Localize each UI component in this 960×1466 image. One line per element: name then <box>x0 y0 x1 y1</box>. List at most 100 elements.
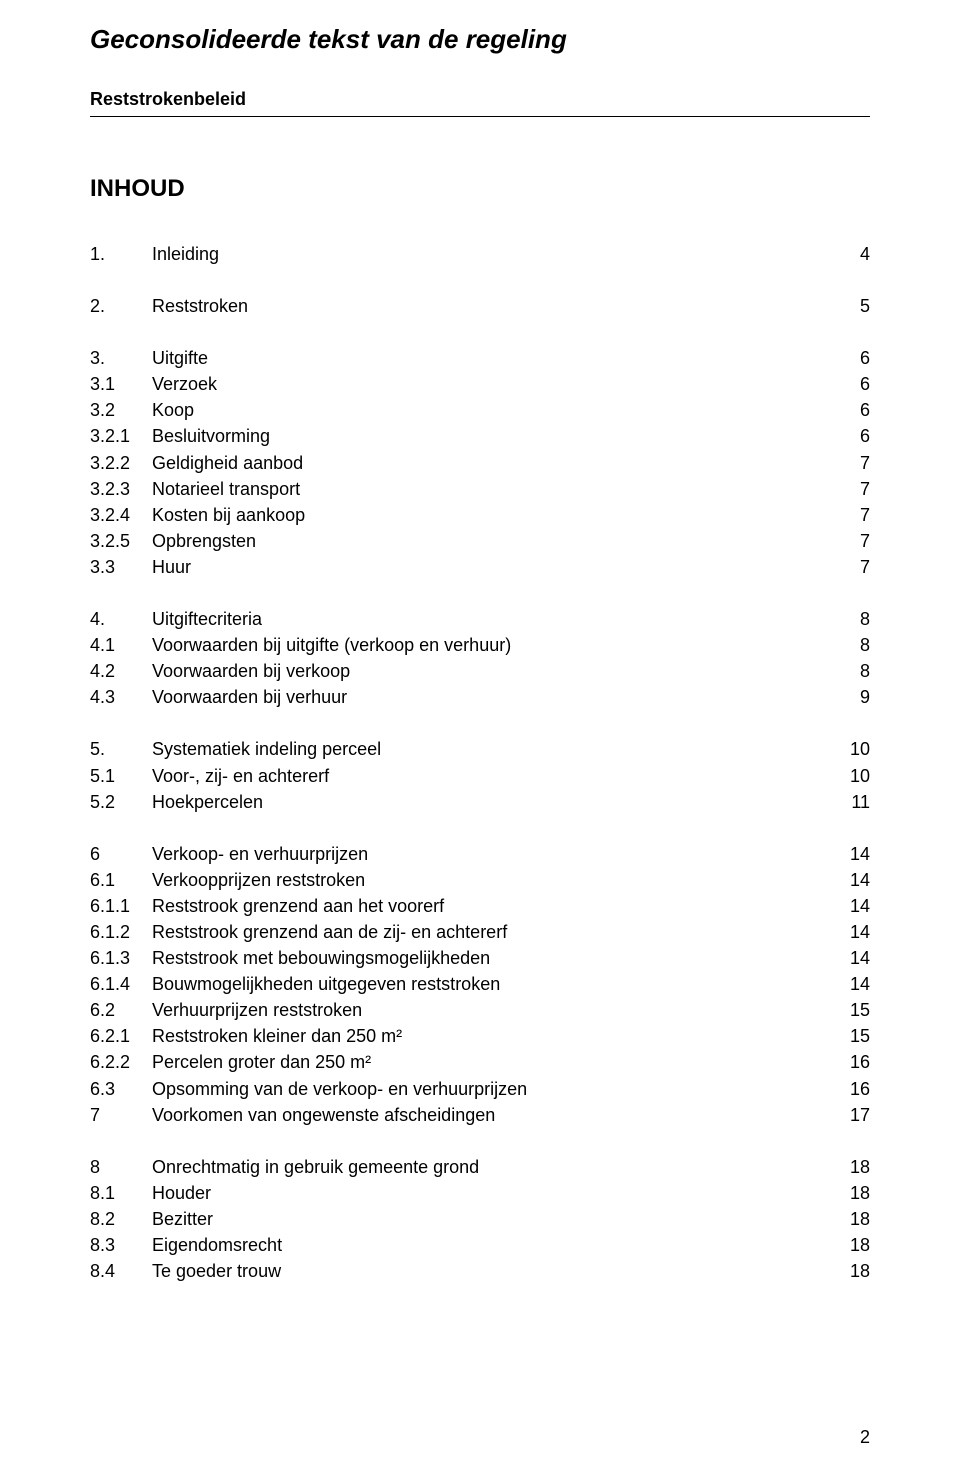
toc-entry-page: 14 <box>830 971 870 997</box>
toc-row: 8.4Te goeder trouw18 <box>90 1258 870 1284</box>
toc-entry-label: Hoekpercelen <box>152 789 830 815</box>
toc-entry-label: Reststrook grenzend aan het voorerf <box>152 893 830 919</box>
toc-entry-label: Notarieel transport <box>152 476 830 502</box>
toc-entry-page: 6 <box>830 397 870 423</box>
toc-heading: INHOUD <box>90 175 870 203</box>
toc-entry-page: 18 <box>830 1258 870 1284</box>
toc-row: 6.2.1Reststroken kleiner dan 250 m²15 <box>90 1023 870 1049</box>
toc-entry-number: 8.1 <box>90 1180 152 1206</box>
toc-entry-label: Verhuurprijzen reststroken <box>152 997 830 1023</box>
toc-entry-number: 5.2 <box>90 789 152 815</box>
document-subtitle: Reststrokenbeleid <box>90 89 870 110</box>
toc-row: 6Verkoop- en verhuurprijzen14 <box>90 841 870 867</box>
toc-entry-label: Opbrengsten <box>152 528 830 554</box>
toc-entry-label: Uitgiftecriteria <box>152 606 830 632</box>
document-title: Geconsolideerde tekst van de regeling <box>90 24 870 55</box>
toc-entry-number: 3. <box>90 345 152 371</box>
toc-entry-number: 7 <box>90 1102 152 1128</box>
toc-row: 7Voorkomen van ongewenste afscheidingen1… <box>90 1102 870 1128</box>
toc-entry-number: 6.3 <box>90 1076 152 1102</box>
toc-row: 3.2Koop6 <box>90 397 870 423</box>
toc-group: 2.Reststroken5 <box>90 293 870 319</box>
toc-entry-label: Uitgifte <box>152 345 830 371</box>
toc-entry-number: 6.2 <box>90 997 152 1023</box>
toc-entry-number: 6.1 <box>90 867 152 893</box>
toc-entry-page: 18 <box>830 1232 870 1258</box>
toc-entry-page: 7 <box>830 476 870 502</box>
page-number: 2 <box>860 1427 870 1448</box>
toc-entry-number: 6.1.4 <box>90 971 152 997</box>
toc-row: 6.2.2Percelen groter dan 250 m²16 <box>90 1049 870 1075</box>
toc-entry-page: 8 <box>830 606 870 632</box>
toc-row: 1.Inleiding4 <box>90 241 870 267</box>
toc-entry-number: 4. <box>90 606 152 632</box>
toc-entry-page: 4 <box>830 241 870 267</box>
toc-row: 6.3Opsomming van de verkoop- en verhuurp… <box>90 1076 870 1102</box>
toc-row: 8.2Bezitter18 <box>90 1206 870 1232</box>
toc-entry-number: 3.2.2 <box>90 450 152 476</box>
toc-entry-label: Reststroken kleiner dan 250 m² <box>152 1023 830 1049</box>
toc-row: 5.Systematiek indeling perceel10 <box>90 736 870 762</box>
toc-entry-label: Voorwaarden bij verhuur <box>152 684 830 710</box>
toc-entry-page: 10 <box>830 763 870 789</box>
toc-entry-page: 14 <box>830 893 870 919</box>
toc-entry-page: 14 <box>830 919 870 945</box>
toc-entry-page: 6 <box>830 423 870 449</box>
toc-entry-page: 18 <box>830 1180 870 1206</box>
toc-entry-number: 5. <box>90 736 152 762</box>
toc-entry-label: Systematiek indeling perceel <box>152 736 830 762</box>
toc-entry-page: 14 <box>830 945 870 971</box>
toc-entry-number: 6.2.2 <box>90 1049 152 1075</box>
toc-entry-label: Voor-, zij- en achtererf <box>152 763 830 789</box>
toc-entry-page: 14 <box>830 867 870 893</box>
toc-entry-label: Voorkomen van ongewenste afscheidingen <box>152 1102 830 1128</box>
toc-row: 5.2Hoekpercelen11 <box>90 789 870 815</box>
toc-row: 6.1.4Bouwmogelijkheden uitgegeven restst… <box>90 971 870 997</box>
toc-entry-number: 6.1.3 <box>90 945 152 971</box>
toc-entry-page: 11 <box>830 789 870 815</box>
toc-row: 4.1Voorwaarden bij uitgifte (verkoop en … <box>90 632 870 658</box>
toc-row: 3.2.1Besluitvorming6 <box>90 423 870 449</box>
divider <box>90 116 870 117</box>
toc-entry-label: Koop <box>152 397 830 423</box>
toc-entry-number: 3.2.5 <box>90 528 152 554</box>
toc-entry-page: 8 <box>830 632 870 658</box>
toc-entry-number: 8 <box>90 1154 152 1180</box>
toc-entry-number: 6 <box>90 841 152 867</box>
toc-entry-number: 3.2.4 <box>90 502 152 528</box>
toc-entry-page: 7 <box>830 450 870 476</box>
toc-entry-page: 15 <box>830 997 870 1023</box>
toc-entry-page: 17 <box>830 1102 870 1128</box>
toc-row: 2.Reststroken5 <box>90 293 870 319</box>
toc-entry-number: 1. <box>90 241 152 267</box>
toc-entry-label: Verkoopprijzen reststroken <box>152 867 830 893</box>
toc-row: 3.2.4Kosten bij aankoop7 <box>90 502 870 528</box>
toc-entry-number: 5.1 <box>90 763 152 789</box>
toc-row: 3.2.3Notarieel transport7 <box>90 476 870 502</box>
toc-entry-label: Verkoop- en verhuurprijzen <box>152 841 830 867</box>
toc-entry-number: 6.1.1 <box>90 893 152 919</box>
toc-row: 4.Uitgiftecriteria8 <box>90 606 870 632</box>
toc-row: 8Onrechtmatig in gebruik gemeente grond1… <box>90 1154 870 1180</box>
toc-row: 6.2Verhuurprijzen reststroken15 <box>90 997 870 1023</box>
toc-row: 6.1Verkoopprijzen reststroken14 <box>90 867 870 893</box>
toc-entry-label: Voorwaarden bij verkoop <box>152 658 830 684</box>
toc-row: 3.2.2Geldigheid aanbod7 <box>90 450 870 476</box>
toc-entry-label: Te goeder trouw <box>152 1258 830 1284</box>
toc-entry-page: 6 <box>830 345 870 371</box>
toc-row: 6.1.1Reststrook grenzend aan het voorerf… <box>90 893 870 919</box>
toc-row: 3.3Huur7 <box>90 554 870 580</box>
toc-entry-label: Huur <box>152 554 830 580</box>
toc-entry-number: 3.3 <box>90 554 152 580</box>
toc-row: 6.1.3Reststrook met bebouwingsmogelijkhe… <box>90 945 870 971</box>
toc-row: 3.2.5Opbrengsten7 <box>90 528 870 554</box>
toc-entry-label: Verzoek <box>152 371 830 397</box>
toc-row: 6.1.2Reststrook grenzend aan de zij- en … <box>90 919 870 945</box>
toc-entry-number: 4.3 <box>90 684 152 710</box>
toc-entry-page: 9 <box>830 684 870 710</box>
toc-entry-page: 14 <box>830 841 870 867</box>
toc-entry-page: 7 <box>830 502 870 528</box>
toc-group: 1.Inleiding4 <box>90 241 870 267</box>
toc-entry-label: Houder <box>152 1180 830 1206</box>
toc-entry-label: Voorwaarden bij uitgifte (verkoop en ver… <box>152 632 830 658</box>
